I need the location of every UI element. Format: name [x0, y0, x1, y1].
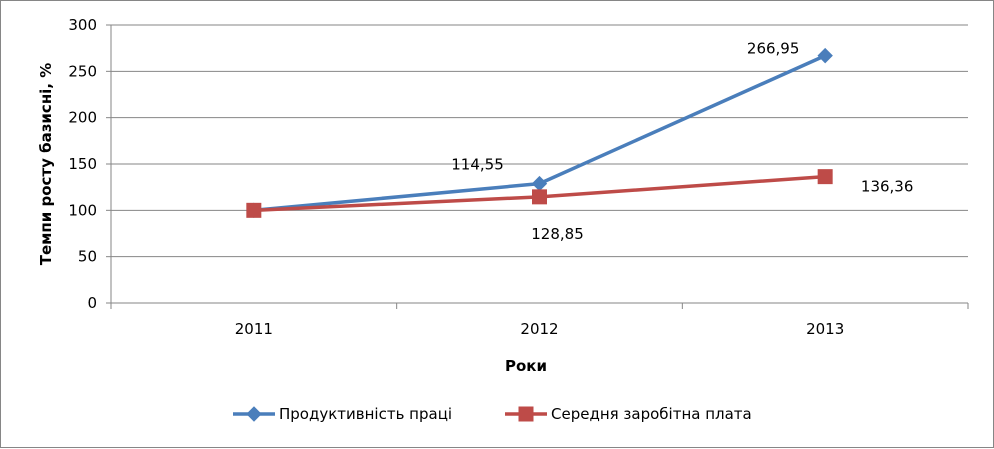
data-label: 136,36 [861, 178, 914, 196]
data-point [246, 202, 262, 218]
y-axis-title: Темпи росту базисні, % [37, 63, 55, 266]
data-point [531, 175, 548, 192]
gridlines [111, 24, 968, 258]
data-label: 114,55 [451, 156, 504, 174]
series-group [246, 47, 833, 219]
data-label: 266,95 [747, 40, 800, 58]
x-tick-label: 2013 [806, 320, 844, 338]
data-label: 128,85 [531, 225, 584, 243]
x-tick-labels: 2011 2012 2013 [235, 320, 845, 338]
x-tick-label: 2012 [520, 320, 558, 338]
y-tick-label: 200 [68, 109, 97, 127]
y-tick-labels: 0 50 100 150 200 250 300 [68, 16, 97, 312]
data-point [817, 47, 833, 64]
legend-label: Середня заробітна плата [551, 405, 752, 423]
legend-marker [246, 406, 262, 422]
x-axis-title: Роки [505, 357, 547, 375]
y-tick-label: 0 [87, 294, 97, 312]
y-tick-label: 150 [68, 155, 97, 173]
y-tick-label: 50 [78, 248, 97, 266]
legend-marker [518, 406, 534, 422]
x-tick-label: 2011 [235, 320, 273, 338]
y-tick-label: 250 [68, 62, 97, 80]
y-tick-label: 300 [68, 16, 97, 34]
data-labels: 114,55 266,95 128,85 136,36 [451, 40, 913, 243]
y-tick-label: 100 [68, 201, 97, 219]
data-point [532, 189, 547, 205]
legend-label: Продуктивність праці [279, 405, 452, 423]
data-point [817, 169, 833, 185]
legend: Продуктивність праці Середня заробітна пл… [233, 405, 752, 423]
axes [106, 24, 969, 309]
